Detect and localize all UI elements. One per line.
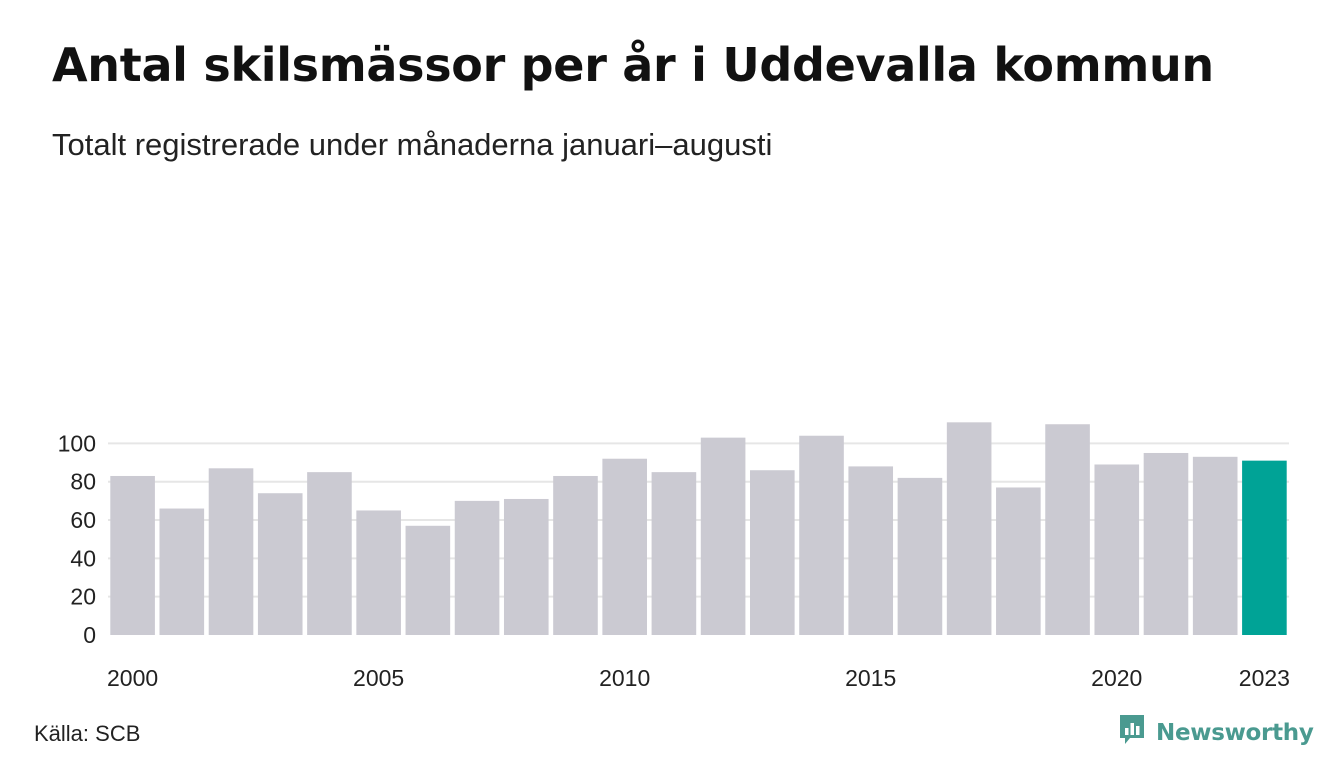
bar [651,472,697,635]
bar-chart-speech-bubble-icon [1118,713,1146,752]
bar [1192,456,1238,635]
chart-title: Antal skilsmässor per år i Uddevalla kom… [52,38,1214,92]
bar [1045,424,1090,635]
bar [257,493,303,635]
y-tick-label: 0 [83,622,96,648]
bar [110,475,155,635]
y-tick-label: 60 [70,507,96,533]
bar [356,510,401,635]
brand-logo: Newsworthy [1118,713,1314,752]
bar [159,508,205,635]
bar [700,437,746,635]
x-tick-label: 2010 [599,665,650,691]
bar [405,525,451,635]
y-tick-label: 100 [58,430,96,456]
bar [946,422,992,635]
x-tick-label: 2023 [1239,665,1290,691]
y-tick-label: 80 [70,469,96,495]
bar [750,470,795,635]
bar [454,500,500,635]
bar [799,435,844,635]
bar [602,458,647,635]
bar [503,498,549,635]
bar [1143,452,1189,635]
x-tick-label: 2000 [107,665,158,691]
bar-chart: 0 20 40 60 80 100 2000 2005 2010 2015 2020 2023 [58,422,1290,691]
bar [1094,464,1140,635]
bar [848,466,894,635]
x-tick-label: 2005 [353,665,404,691]
x-tick-label: 2020 [1091,665,1142,691]
chart-subtitle: Totalt registrerade under månaderna janu… [52,127,773,162]
x-tick-label: 2015 [845,665,896,691]
y-tick-label: 20 [70,584,96,610]
source-note: Källa: SCB [34,721,141,746]
bar [897,477,943,635]
bar [553,475,598,635]
bar [1242,460,1287,635]
bar [307,472,352,635]
bar [996,487,1041,635]
brand-name: Newsworthy [1156,719,1314,746]
bar [208,468,254,635]
y-tick-label: 40 [70,545,96,571]
